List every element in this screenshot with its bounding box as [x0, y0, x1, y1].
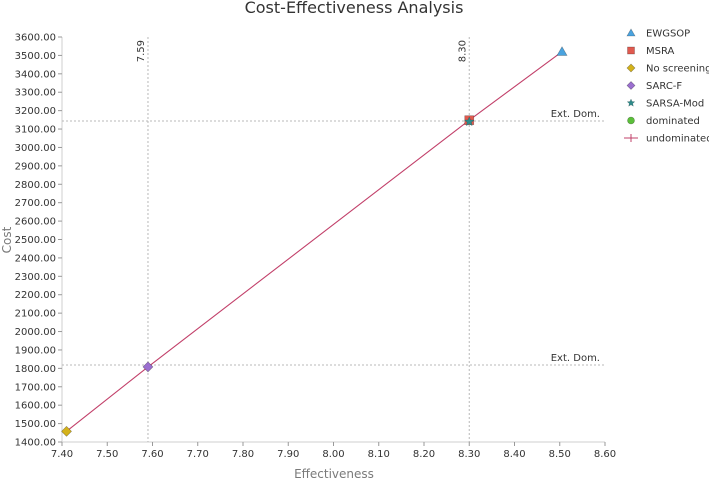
y-tick-label: 3400.00 [15, 69, 56, 80]
y-tick-label: 2200.00 [15, 290, 56, 301]
horizontal-reference-label: Ext. Dom. [551, 353, 600, 364]
legend-label-ewgsop: EWGSOP [646, 29, 690, 40]
legend-marker-sarc-f [626, 81, 636, 90]
x-tick-label: 8.00 [322, 449, 344, 460]
x-tick-label: 7.80 [232, 449, 254, 460]
legend-label-msra: MSRA [646, 46, 675, 57]
data-point-no-screening [61, 425, 72, 437]
legend-marker-sarsa-mod [626, 98, 636, 107]
x-axis-ticks: 7.40 7.50 7.60 7.70 7.80 7.90 8.00 8.10 8.20 8.30… [51, 442, 616, 460]
y-tick-label: 3300.00 [15, 88, 56, 99]
undominated-frontier-line [66, 51, 563, 432]
y-tick-label: 2500.00 [15, 235, 56, 246]
y-tick-label: 2600.00 [15, 217, 56, 228]
x-tick-label: 8.30 [458, 449, 480, 460]
legend-label-dominated: dominated [646, 116, 700, 127]
data-point-sarsa-mod [463, 116, 475, 127]
data-point-ewgsop [556, 46, 568, 56]
x-axis-title: Effectiveness [294, 467, 374, 480]
y-tick-label: 1500.00 [15, 419, 56, 430]
x-tick-label: 7.60 [141, 449, 163, 460]
data-point-sarc-f [142, 361, 154, 373]
data-points [61, 46, 568, 437]
reference-lines: 7.59 8.30 Ext. Dom. Ext. Dom. [62, 37, 605, 442]
y-tick-label: 2000.00 [15, 327, 56, 338]
y-tick-label: 2800.00 [15, 180, 56, 191]
vertical-reference-label: 7.59 [136, 40, 147, 62]
y-tick-label: 3100.00 [15, 125, 56, 136]
vertical-reference-label: 8.30 [457, 40, 468, 62]
legend-label-sarc-f: SARC-F [646, 81, 682, 92]
x-tick-label: 7.40 [51, 449, 73, 460]
y-tick-label: 2400.00 [15, 253, 56, 264]
legend: EWGSOP MSRA No screening SARC-F SARSA-Mod dom… [624, 28, 709, 145]
legend-label-sarsa-mod: SARSA-Mod [646, 99, 704, 110]
legend-label-no-screening: No screening [646, 64, 709, 75]
y-tick-label: 2100.00 [15, 309, 56, 320]
y-tick-label: 2300.00 [15, 272, 56, 283]
y-tick-label: 1800.00 [15, 364, 56, 375]
y-tick-label: 3200.00 [15, 106, 56, 117]
legend-label-undominated: undominated [646, 134, 709, 145]
y-tick-label: 2700.00 [15, 198, 56, 209]
y-tick-label: 3500.00 [15, 51, 56, 62]
x-tick-label: 7.70 [187, 449, 209, 460]
x-tick-label: 8.40 [503, 449, 525, 460]
series-lines [66, 51, 563, 432]
y-tick-label: 1900.00 [15, 345, 56, 356]
y-tick-label: 3000.00 [15, 143, 56, 154]
x-tick-label: 8.10 [368, 449, 390, 460]
y-axis-ticks: 1400.00 1500.00 1600.00 1700.00 1800.00 1900.… [15, 33, 62, 449]
x-tick-label: 8.60 [594, 449, 616, 460]
legend-marker-dominated [627, 116, 635, 125]
legend-marker-msra [627, 46, 635, 55]
y-tick-label: 3600.00 [15, 33, 56, 44]
x-tick-label: 7.50 [96, 449, 118, 460]
y-tick-label: 2900.00 [15, 161, 56, 172]
x-tick-label: 7.90 [277, 449, 299, 460]
y-axis-title: Cost [0, 226, 14, 253]
x-tick-label: 8.50 [549, 449, 571, 460]
x-tick-label: 8.20 [413, 449, 435, 460]
y-tick-label: 1400.00 [15, 438, 56, 449]
legend-marker-ewgsop [626, 28, 636, 37]
legend-marker-no-screening [626, 63, 636, 73]
y-tick-label: 1700.00 [15, 382, 56, 393]
y-tick-label: 1600.00 [15, 401, 56, 412]
chart-title: Cost-Effectiveness Analysis [245, 0, 464, 17]
horizontal-reference-label: Ext. Dom. [551, 109, 600, 120]
